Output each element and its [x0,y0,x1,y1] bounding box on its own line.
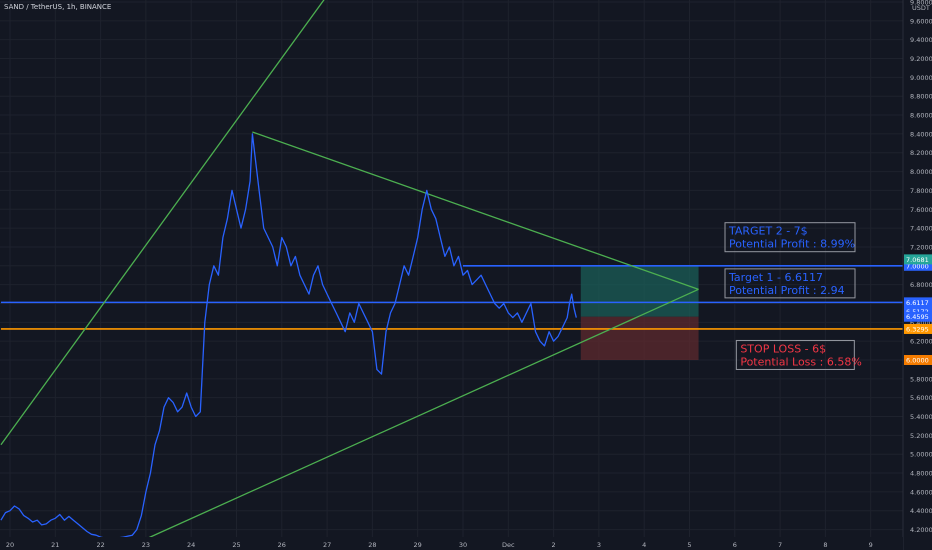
price-levels [0,264,903,330]
x-tick-label: 24 [187,541,195,549]
price-tag-bg [904,311,932,322]
stoploss-line-2: Potential Loss : 6.58% [740,355,861,368]
x-tick-label: 23 [142,541,150,549]
y-tick-label: 9.4000 [910,36,932,44]
y-tick-label: 9.0000 [910,74,932,82]
x-tick-label: 3 [597,541,601,549]
target2-line-1: TARGET 2 - 7$ [728,225,808,238]
x-tick-label: 5 [687,541,691,549]
trend-line-3 [145,288,699,540]
x-tick-label: 30 [459,541,467,549]
price-series [0,133,577,540]
price-series-line [0,133,577,540]
stoploss-line-1: STOP LOSS - 6$ [740,342,826,355]
y-tick-label: 7.4000 [910,225,932,233]
target1-line-1: Target 1 - 6.6117 [728,271,823,284]
x-tick-label: 7 [778,541,782,549]
x-tick-label: 20 [6,541,14,549]
currency-label: USDT [912,4,930,12]
x-tick-label: 26 [278,541,286,549]
x-tick-label: 9 [869,541,873,549]
y-tick-label: 8.0000 [910,168,932,176]
y-tick-label: 6.8000 [910,281,932,289]
price-tag-label: 6.4595 [906,313,929,321]
x-tick-label: 21 [51,541,59,549]
price-tags: 6.61176.32957.00007.06816.51726.45956.00… [904,254,932,365]
price-tag-bg [904,254,932,265]
y-tick-label: 8.8000 [910,93,932,101]
x-tick-label: 28 [368,541,376,549]
x-tick-label: 4 [642,541,646,549]
y-tick-label: 9.2000 [910,55,932,63]
price-axis-background [903,0,932,550]
target1-box [724,268,856,299]
trend-line-1 [0,0,325,446]
y-tick-label: 8.6000 [910,112,932,120]
y-tick-label: 4.2000 [910,526,932,534]
price-tag-label: 7.0000 [906,262,929,270]
y-tick-label: 7.8000 [910,187,932,195]
x-tick-label: 27 [323,541,331,549]
price-tag-label: 7.0681 [906,256,929,264]
price-tag-bg [904,260,932,271]
price-axis[interactable]: USDT 4.2000 4.4000 4.6000 4.8000 5.0000 5.200… [902,0,932,550]
y-tick-label: 8.2000 [910,149,932,157]
price-tag-bg [904,306,932,317]
target2-box [724,222,856,253]
y-tick-label: 5.2000 [910,432,932,440]
grid [0,0,903,537]
trend-lines [0,0,699,540]
trend-line-2 [252,131,699,290]
x-tick-label: 22 [96,541,104,549]
y-tick-label: 9.8000 [910,0,932,7]
profit-zone [580,265,699,317]
y-tick-label: 8.4000 [910,130,932,138]
price-tag-label: 6.3295 [906,325,929,333]
stoploss-box [735,339,855,370]
y-tick-label: 5.4000 [910,413,932,421]
x-tick-label: 6 [733,541,737,549]
target2-line-2: Potential Profit : 8.99% [729,238,855,251]
y-tick-label: 5.6000 [910,394,932,402]
y-tick-label: 5.8000 [910,375,932,383]
price-tag-bg [904,323,932,334]
x-tick-label: Dec [502,541,515,549]
y-tick-label: 7.6000 [910,206,932,214]
x-tick-label: 25 [232,541,240,549]
price-tag-bg [904,355,932,365]
trade-zones [580,265,699,360]
time-axis[interactable]: 20 21 22 23 24 25 26 27 28 29 30 Dec 2 3 4 5 6 7 8 9 [0,537,903,550]
price-tag-bg [904,297,932,308]
time-axis-background [0,537,903,550]
y-tick-label: 9.6000 [910,17,932,25]
price-tag-label: 6.0000 [906,357,929,365]
loss-zone [580,316,699,360]
y-tick-label: 7.2000 [910,243,932,251]
x-tick-label: 8 [823,541,827,549]
y-tick-label: 6.2000 [910,338,932,346]
y-tick-label: 4.6000 [910,488,932,496]
y-tick-label: 6.4000 [910,319,932,327]
y-tick-label: 4.4000 [910,507,932,515]
y-tick-label: 4.8000 [910,470,932,478]
y-tick-label: 5.0000 [910,451,932,459]
price-tag-label: 6.6117 [906,299,929,307]
x-tick-label: 2 [552,541,556,549]
x-tick-label: 29 [414,541,422,549]
target1-line-2: Potential Profit : 2.94 [729,284,845,297]
chart-title: SAND / TetherUS, 1h, BINANCE [4,3,111,11]
annotations: TARGET 2 - 7$Potential Profit : 8.99% Tar… [724,222,862,370]
